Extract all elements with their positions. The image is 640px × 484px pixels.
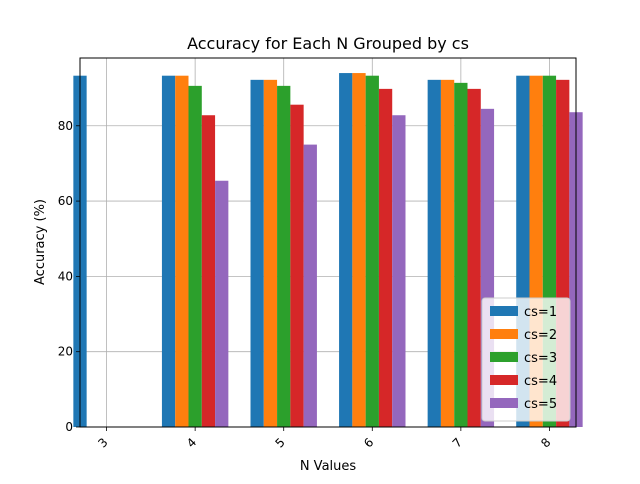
x-axis-label: N Values [300, 459, 357, 474]
bar-cs-2-n4 [175, 75, 189, 428]
legend-label-cs-5: cs=5 [524, 397, 557, 412]
x-tick-label-6: 6 [361, 435, 376, 450]
x-tick-label-7: 7 [450, 435, 465, 450]
y-tick-label-40: 40 [58, 269, 73, 283]
bar-cs-3-n5 [277, 85, 291, 427]
legend-swatch-cs-5 [490, 398, 518, 408]
bar-cs-3-n4 [188, 85, 202, 427]
legend: cs=1 cs=2 cs=3 cs=4 cs=5 [481, 297, 571, 422]
legend-box [481, 297, 571, 422]
bar-cs-1-n6 [339, 73, 353, 428]
y-tick-label-80: 80 [58, 119, 73, 133]
legend-swatch-cs-4 [490, 375, 518, 385]
y-tick-label-20: 20 [58, 345, 73, 359]
y-tick-label-0: 0 [65, 420, 73, 434]
legend-swatch-cs-2 [490, 329, 518, 339]
x-axis-ticks: 3 4 5 6 7 8 [95, 427, 554, 451]
bar-cs-4-n7 [467, 88, 481, 427]
bar-cs-3-n6 [365, 75, 379, 428]
x-tick-label-8: 8 [538, 435, 553, 450]
bar-cs-2-n7 [440, 79, 455, 427]
bar-cs-5-n5 [303, 144, 317, 427]
bar-cs-5-n6 [392, 115, 406, 427]
bar-cs-2-n6 [352, 73, 366, 428]
bar-cs-4-n5 [290, 104, 304, 428]
x-tick-label-3: 3 [95, 435, 110, 450]
plot-frame [79, 57, 577, 428]
bar-cs-1-n7 [427, 79, 441, 427]
bar-cs-1-n4 [161, 75, 176, 428]
bar-cs-5-n4 [215, 180, 229, 427]
chart-title: Accuracy for Each N Grouped by cs [187, 34, 469, 53]
legend-label-cs-1: cs=1 [524, 305, 557, 320]
bar-cs-2-n5 [263, 79, 278, 427]
x-tick-label-5: 5 [273, 435, 288, 450]
y-axis-label: Accuracy (%) [33, 199, 48, 285]
legend-label-cs-3: cs=3 [524, 351, 557, 366]
x-tick-label-4: 4 [184, 435, 199, 450]
legend-label-cs-4: cs=4 [524, 374, 557, 389]
bar-cs-4-n6 [378, 88, 393, 427]
bar-cs-1-n5 [250, 79, 264, 427]
bar-cs-3-n7 [454, 82, 468, 428]
y-axis-ticks: 0 20 40 60 80 [58, 119, 80, 434]
legend-swatch-cs-3 [490, 352, 518, 362]
y-tick-label-60: 60 [58, 194, 73, 208]
legend-label-cs-2: cs=2 [524, 328, 557, 343]
legend-swatch-cs-1 [490, 306, 518, 316]
bar-cs-4-n4 [201, 115, 216, 427]
